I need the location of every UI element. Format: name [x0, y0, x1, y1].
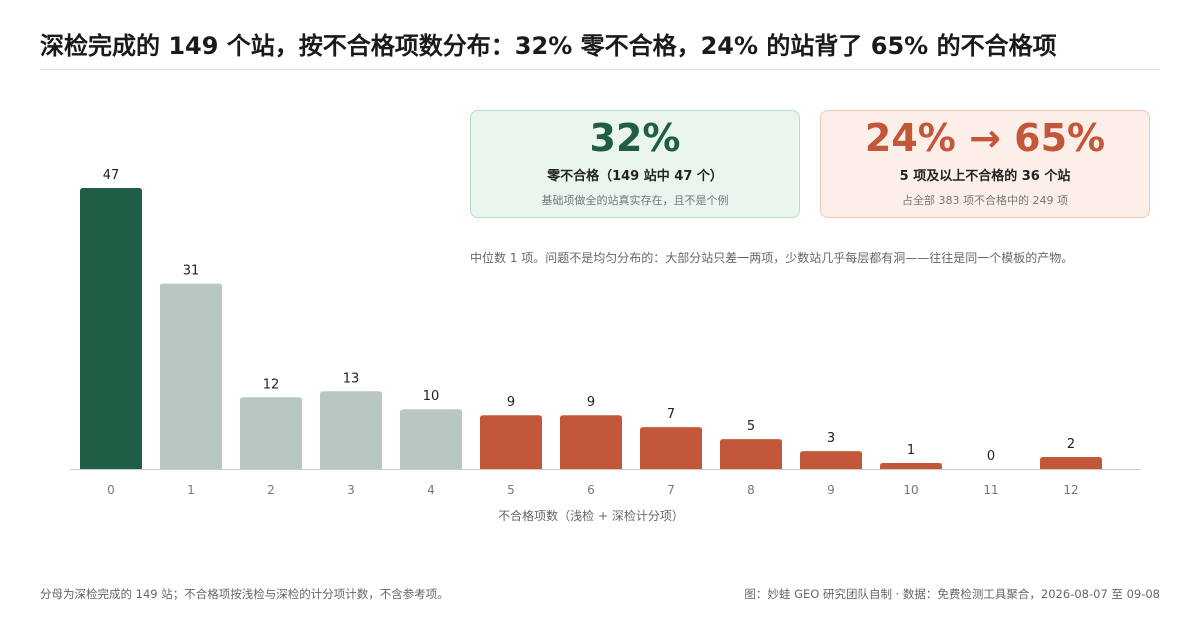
- title-divider: [40, 69, 1160, 70]
- data-label-9: 3: [827, 431, 835, 446]
- concentration-percent: 24% → 65%: [864, 116, 1106, 160]
- x-axis-label: 不合格项数（浅检 + 深检计分项）: [498, 508, 684, 523]
- x-tick-label-9: 9: [827, 483, 835, 497]
- bar-10: [880, 463, 942, 469]
- data-label-2: 12: [263, 377, 280, 392]
- zero-failures-note: 基础项做全的站真实存在，且不是个例: [541, 194, 729, 207]
- data-label-11: 0: [987, 449, 995, 464]
- data-label-6: 9: [587, 395, 595, 410]
- zero-failures-card: 32% 零不合格（149 站中 47 个） 基础项做全的站真实存在，且不是个例: [470, 110, 800, 218]
- concentration-card: 24% → 65% 5 项及以上不合格的 36 个站 占全部 383 项不合格中…: [820, 110, 1150, 218]
- concentration-note: 占全部 383 项不合格中的 249 项: [902, 194, 1068, 207]
- x-tick-label-0: 0: [107, 483, 115, 497]
- x-tick-label-12: 12: [1063, 483, 1078, 497]
- median-annotation: 中位数 1 项。问题不是均匀分布的：大部分站只差一两项，少数站几乎每层都有洞——…: [470, 251, 1074, 265]
- bar-3: [320, 391, 382, 469]
- data-label-0: 47: [103, 168, 120, 183]
- x-tick-label-10: 10: [903, 483, 918, 497]
- x-tick-label-4: 4: [427, 483, 435, 497]
- data-label-5: 9: [507, 395, 515, 410]
- chart-title: 深检完成的 149 个站，按不合格项数分布：32% 零不合格，24% 的站背了 …: [40, 32, 1057, 60]
- x-tick-label-11: 11: [983, 483, 998, 497]
- x-tick-label-8: 8: [747, 483, 755, 497]
- bar-6: [560, 415, 622, 469]
- bar-9: [800, 451, 862, 469]
- data-label-8: 5: [747, 419, 755, 434]
- data-label-10: 1: [907, 443, 915, 458]
- x-tick-label-1: 1: [187, 483, 195, 497]
- x-tick-label-3: 3: [347, 483, 355, 497]
- data-label-1: 31: [183, 264, 200, 279]
- data-label-12: 2: [1067, 437, 1075, 452]
- bar-12: [1040, 457, 1102, 469]
- bar-7: [640, 427, 702, 469]
- data-label-7: 7: [667, 407, 675, 422]
- bar-2: [240, 397, 302, 469]
- x-tick-label-2: 2: [267, 483, 275, 497]
- x-tick-label-7: 7: [667, 483, 675, 497]
- footnote: 分母为深检完成的 149 站；不合格项按浅检与深检的计分项计数，不含参考项。: [40, 587, 449, 601]
- x-tick-label-5: 5: [507, 483, 515, 497]
- x-tick-label-6: 6: [587, 483, 595, 497]
- source-credit: 图：妙蛙 GEO 研究团队自制 · 数据：免费检测工具聚合，2026-08-07…: [744, 587, 1160, 601]
- bar-5: [480, 415, 542, 469]
- zero-failures-caption: 零不合格（149 站中 47 个）: [547, 169, 723, 184]
- data-label-4: 10: [423, 389, 440, 404]
- concentration-caption: 5 项及以上不合格的 36 个站: [899, 169, 1071, 184]
- bar-4: [400, 409, 462, 469]
- data-label-3: 13: [343, 371, 360, 386]
- bar-8: [720, 439, 782, 469]
- bar-0: [80, 188, 142, 469]
- zero-failures-percent: 32%: [589, 116, 681, 160]
- bar-1: [160, 283, 222, 469]
